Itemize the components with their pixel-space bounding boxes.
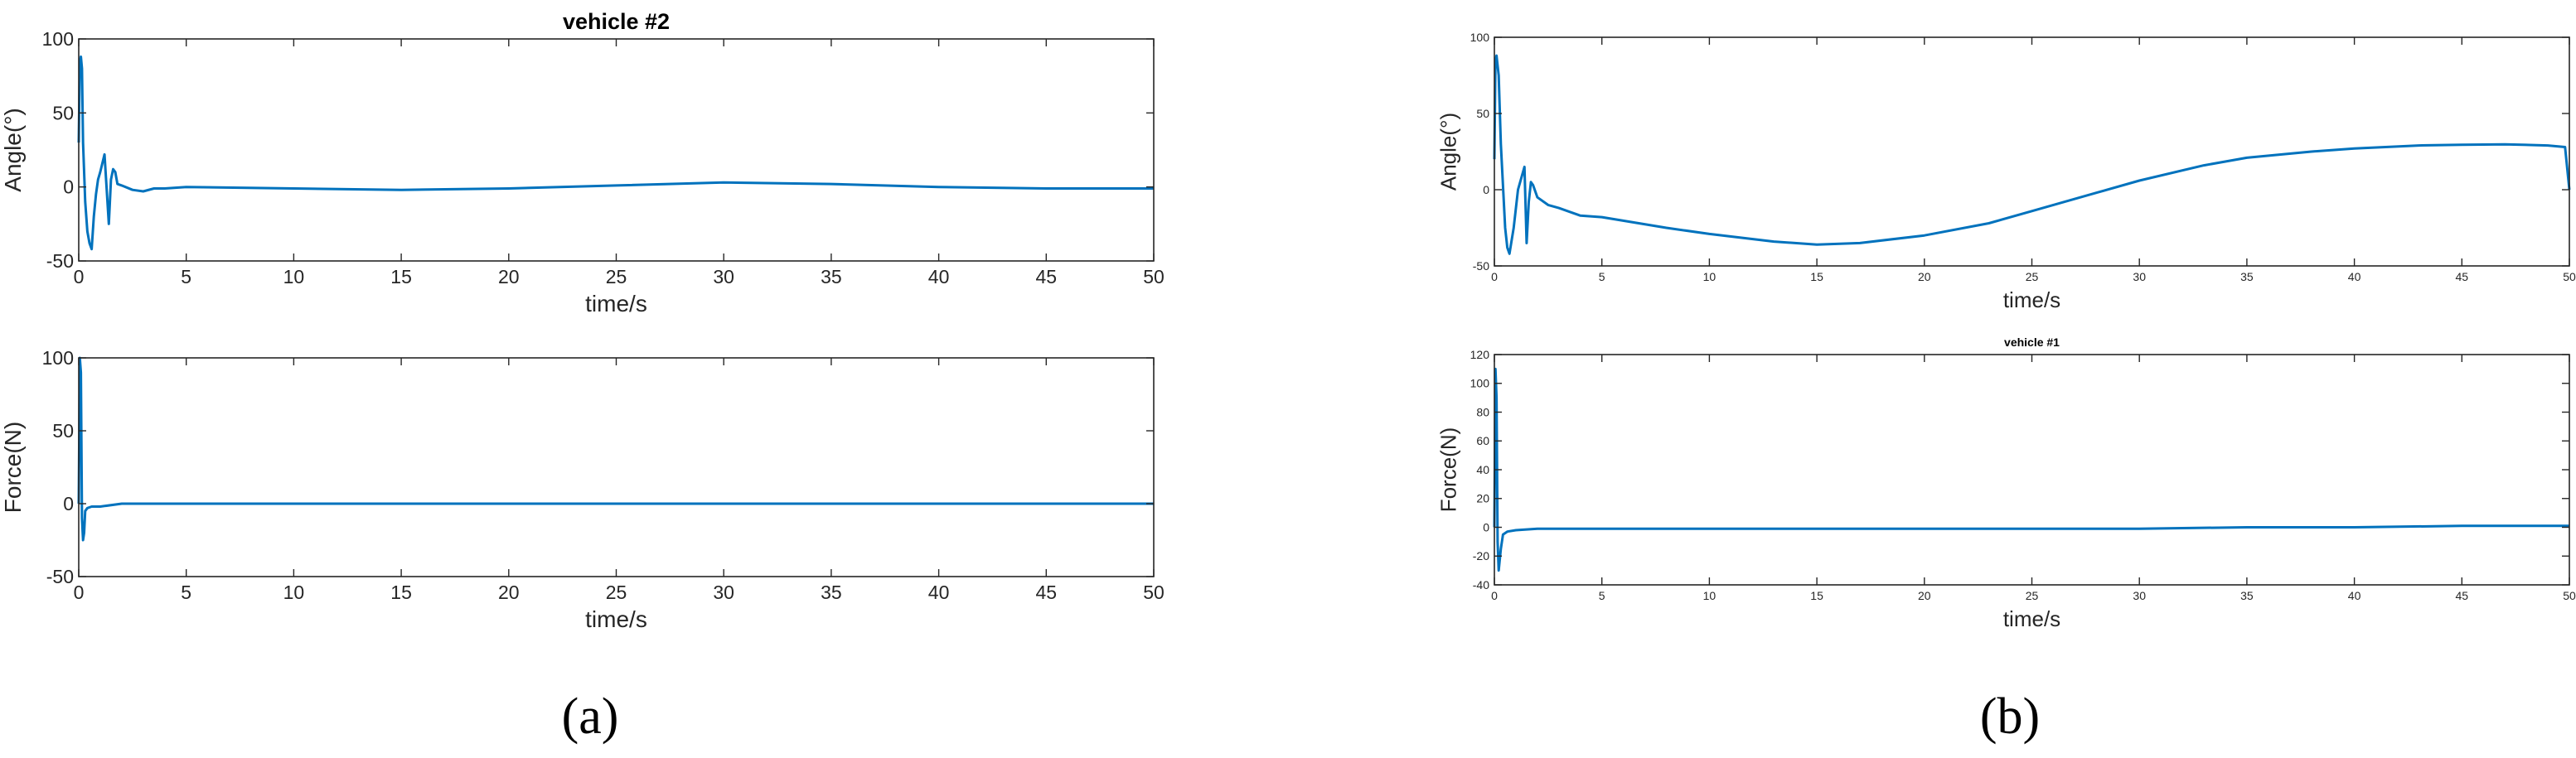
y-tick-label: -20: [1473, 549, 1489, 562]
y-tick-label: 100: [42, 28, 74, 50]
x-tick-label: 5: [1599, 270, 1605, 283]
x-tick-label: 45: [1036, 582, 1058, 603]
y-axis-label: Force(N): [1436, 427, 1461, 513]
x-tick-label: 35: [2240, 270, 2254, 283]
y-tick-label: -50: [1473, 259, 1489, 273]
y-tick-label: 50: [1476, 107, 1489, 120]
y-tick-label: 20: [1476, 492, 1489, 505]
x-tick-label: 20: [1918, 589, 1931, 602]
y-tick-label: -50: [46, 250, 74, 272]
x-tick-label: 0: [1491, 270, 1498, 283]
y-tick-label: 0: [63, 176, 74, 198]
chart-title: vehicle #1: [2004, 336, 2060, 349]
chart-panel-b-3: 0 5 10 15 20 25 30 35 40 45 50 -40 -20 0 20 40 60 80 100 12…: [1436, 336, 2576, 631]
x-tick-label: 15: [390, 582, 412, 603]
axes-box: [78, 357, 1155, 577]
y-tick-label: 0: [63, 493, 74, 514]
axes-box: [1494, 354, 2570, 586]
axes-box: [1494, 36, 2570, 267]
x-tick-label: 40: [2348, 589, 2361, 602]
x-axis-label: time/s: [2003, 287, 2060, 312]
x-tick-label: 30: [2133, 589, 2146, 602]
x-tick-label: 40: [2348, 270, 2361, 283]
axes-box: [78, 38, 1155, 262]
x-tick-label: 25: [606, 582, 627, 603]
x-axis-label: time/s: [585, 606, 647, 632]
y-axis-label: Angle(°): [1436, 113, 1461, 191]
x-tick-label: 25: [606, 266, 627, 287]
chart-title: vehicle #2: [563, 9, 670, 34]
x-tick-label: 45: [2456, 589, 2469, 602]
x-tick-label: 10: [1703, 589, 1717, 602]
x-tick-label: 45: [1036, 266, 1058, 287]
x-tick-label: 20: [498, 266, 520, 287]
x-tick-label: 50: [1143, 582, 1165, 603]
x-tick-label: 35: [2240, 589, 2254, 602]
x-tick-label: 0: [74, 266, 85, 287]
series-line: [1493, 367, 2569, 572]
x-tick-label: 50: [2563, 270, 2576, 283]
chart-panel-b-2: 0 5 10 15 20 25 30 35 40 45 50-50050100time/sAngle…: [1436, 31, 2576, 312]
y-tick-label: 40: [1476, 463, 1489, 476]
x-axis-label: time/s: [2003, 606, 2060, 631]
x-tick-label: 15: [390, 266, 412, 287]
x-tick-label: 35: [821, 266, 842, 287]
x-axis-label: time/s: [585, 291, 647, 316]
x-tick-label: 20: [1918, 270, 1931, 283]
x-tick-label: 50: [1143, 266, 1165, 287]
x-tick-label: 30: [713, 582, 734, 603]
y-axis-label: Force(N): [0, 422, 26, 513]
y-tick-label: -50: [46, 566, 74, 587]
x-tick-label: 20: [498, 582, 520, 603]
series-line: [77, 356, 1154, 542]
x-tick-label: 30: [2133, 270, 2146, 283]
x-tick-label: 45: [2456, 270, 2469, 283]
x-tick-label: 40: [928, 582, 950, 603]
y-tick-label: 50: [52, 102, 74, 123]
series-line: [77, 55, 1154, 251]
x-tick-label: 30: [713, 266, 734, 287]
y-tick-label: 100: [42, 347, 74, 369]
x-tick-label: 5: [181, 582, 191, 603]
y-tick-label: -40: [1473, 578, 1489, 591]
x-tick-label: 15: [1810, 589, 1823, 602]
y-axis-label: Angle(°): [0, 108, 26, 191]
y-tick-label: 80: [1476, 405, 1489, 418]
x-tick-label: 10: [1703, 270, 1717, 283]
x-tick-label: 0: [1491, 589, 1498, 602]
x-tick-label: 35: [821, 582, 842, 603]
y-tick-label: 100: [1470, 31, 1490, 44]
x-tick-label: 0: [74, 582, 85, 603]
y-tick-label: 50: [52, 420, 74, 442]
chart-panel-a-1: 0 5 10 15 20 25 30 35 40 45 50-50050100time/sForce…: [0, 347, 1165, 632]
x-tick-label: 10: [283, 582, 305, 603]
series-line: [1493, 54, 2571, 255]
x-tick-label: 50: [2563, 589, 2576, 602]
caption-b: (b): [1980, 688, 2040, 745]
y-tick-label: 120: [1470, 348, 1490, 361]
x-tick-label: 25: [2026, 270, 2039, 283]
y-tick-label: 0: [1483, 183, 1489, 196]
chart-panel-a-0: 0 5 10 15 20 25 30 35 40 45 50-50050100time/sAngle…: [0, 9, 1165, 316]
y-tick-label: 100: [1470, 377, 1490, 390]
x-tick-label: 5: [1599, 589, 1605, 602]
caption-a: (a): [562, 688, 619, 745]
y-tick-label: 60: [1476, 434, 1489, 447]
x-tick-label: 40: [928, 266, 950, 287]
y-tick-label: 0: [1483, 520, 1489, 533]
x-tick-label: 5: [181, 266, 191, 287]
x-tick-label: 10: [283, 266, 305, 287]
x-tick-label: 25: [2026, 589, 2039, 602]
x-tick-label: 15: [1810, 270, 1823, 283]
